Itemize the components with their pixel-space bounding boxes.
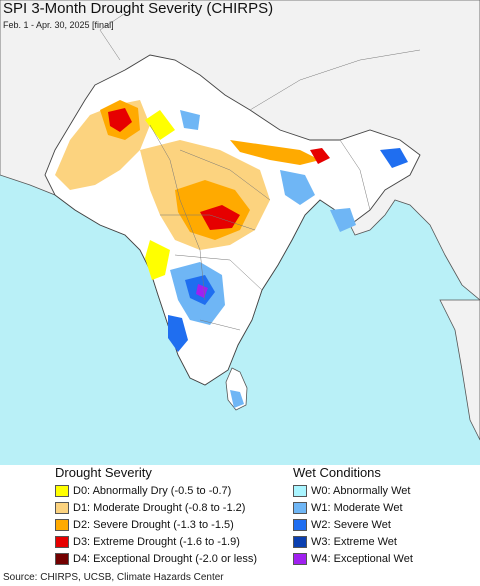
swatch-d1 <box>55 502 69 514</box>
swatch-w2 <box>293 519 307 531</box>
w4-deccan <box>196 284 208 298</box>
swatch-w4 <box>293 553 307 565</box>
source-credit: Source: CHIRPS, UCSB, Climate Hazards Ce… <box>3 572 224 583</box>
legend-item-d0: D0: Abnormally Dry (-0.5 to -0.7) <box>55 484 231 498</box>
swatch-d0 <box>55 485 69 497</box>
drought-legend-title: Drought Severity <box>55 465 152 480</box>
w1-east <box>280 170 315 205</box>
swatch-d4 <box>55 553 69 565</box>
se-asia-land <box>439 299 480 441</box>
legend-label-d1: D1: Moderate Drought (-0.8 to -1.2) <box>73 502 246 514</box>
d2-north <box>230 140 320 165</box>
d3-punjab <box>108 108 132 132</box>
legend-item-w4: W4: Exceptional Wet <box>293 552 413 566</box>
d3-central <box>200 205 240 230</box>
swatch-w0 <box>293 485 307 497</box>
swatch-w1 <box>293 502 307 514</box>
legend-label-w2: W2: Severe Wet <box>311 519 391 531</box>
legend-item-d4: D4: Exceptional Drought (-2.0 or less) <box>55 552 257 566</box>
d3-east <box>310 148 330 164</box>
legend-item-w1: W1: Moderate Wet <box>293 501 403 515</box>
map-canvas <box>0 0 480 465</box>
legend-label-w1: W1: Moderate Wet <box>311 502 403 514</box>
w1-kashmir <box>180 110 200 130</box>
wet-legend-title: Wet Conditions <box>293 465 381 480</box>
swatch-d3 <box>55 536 69 548</box>
legend-label-d4: D4: Exceptional Drought (-2.0 or less) <box>73 553 258 565</box>
legend-label-d2: D2: Severe Drought (-1.3 to -1.5) <box>73 519 234 531</box>
drought-map <box>0 0 480 465</box>
borders <box>99 9 421 331</box>
legend-label-d0: D0: Abnormally Dry (-0.5 to -0.7) <box>73 485 232 497</box>
w1-bangladesh <box>330 208 356 232</box>
legend-item-w2: W2: Severe Wet <box>293 518 391 532</box>
d0-north <box>145 110 175 140</box>
map-subtitle: Feb. 1 - Apr. 30, 2025 [final] <box>3 20 114 30</box>
map-title: SPI 3-Month Drought Severity (CHIRPS) <box>3 0 274 17</box>
legend-label-d3: D3: Extreme Drought (-1.6 to -1.9) <box>73 536 240 548</box>
legend: Drought Severity Wet Conditions D0: Abno… <box>0 465 480 569</box>
swatch-w3 <box>293 536 307 548</box>
sri-lanka-wet <box>230 390 244 408</box>
d0-west <box>145 240 170 280</box>
legend-label-w0: W0: Abnormally Wet <box>311 485 411 497</box>
w2-southwest <box>168 315 188 352</box>
legend-item-d3: D3: Extreme Drought (-1.6 to -1.9) <box>55 535 240 549</box>
legend-label-w4: W4: Exceptional Wet <box>311 553 413 565</box>
legend-item-d1: D1: Moderate Drought (-0.8 to -1.2) <box>55 501 245 515</box>
legend-item-w3: W3: Extreme Wet <box>293 535 397 549</box>
w2-northeast <box>380 148 408 168</box>
legend-item-d2: D2: Severe Drought (-1.3 to -1.5) <box>55 518 234 532</box>
legend-label-w3: W3: Extreme Wet <box>311 536 397 548</box>
swatch-d2 <box>55 519 69 531</box>
legend-item-w0: W0: Abnormally Wet <box>293 484 410 498</box>
